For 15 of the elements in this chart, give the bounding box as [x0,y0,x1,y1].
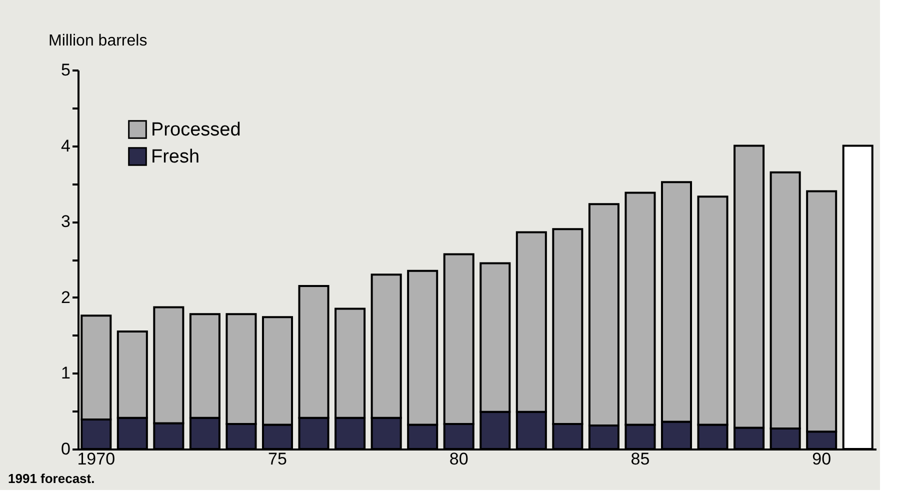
legend-label: Processed [151,120,241,140]
y-tick-label: 5 [61,60,70,80]
y-tick-label: 3 [61,212,70,232]
y-axis-title: Million barrels [48,32,148,50]
y-tick-label: 2 [61,288,70,307]
y-tick-label: 1 [61,364,70,383]
y-tick-label: 0 [61,440,70,458]
x-tick-label: 1970 [77,450,116,468]
text: 1991 forecast. [8,471,95,486]
x-tick-label: 75 [268,450,287,468]
legend-label: Fresh [151,146,200,168]
x-tick-label: 80 [449,450,468,468]
x-tick-label: 85 [630,450,650,468]
y-tick-label: 4 [61,136,70,156]
x-tick-label: 90 [812,450,832,468]
